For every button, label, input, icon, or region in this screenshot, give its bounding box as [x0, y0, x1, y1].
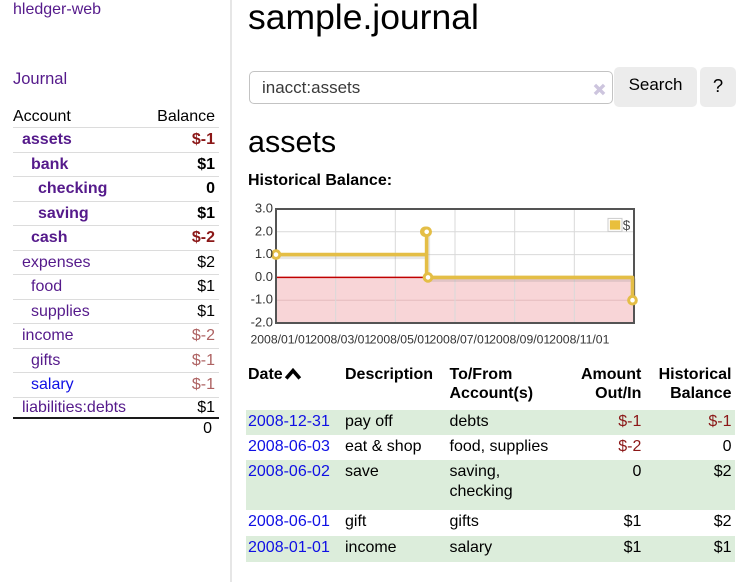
svg-text:2008/01/01: 2008/01/01 [251, 332, 312, 346]
svg-text:$: $ [623, 217, 631, 232]
svg-text:2008/11/01: 2008/11/01 [549, 332, 609, 346]
svg-text:2.0: 2.0 [255, 223, 273, 238]
svg-text:2008/05/01: 2008/05/01 [370, 332, 431, 346]
svg-text:0.0: 0.0 [255, 268, 273, 283]
svg-text:2008/09/01: 2008/09/01 [489, 332, 550, 346]
svg-text:3.0: 3.0 [255, 202, 273, 216]
svg-text:-1.0: -1.0 [251, 291, 273, 306]
svg-text:-2.0: -2.0 [251, 314, 273, 329]
svg-text:2008/07/01: 2008/07/01 [430, 332, 491, 346]
svg-text:1.0: 1.0 [255, 246, 273, 261]
svg-text:2008/03/01: 2008/03/01 [310, 332, 371, 346]
